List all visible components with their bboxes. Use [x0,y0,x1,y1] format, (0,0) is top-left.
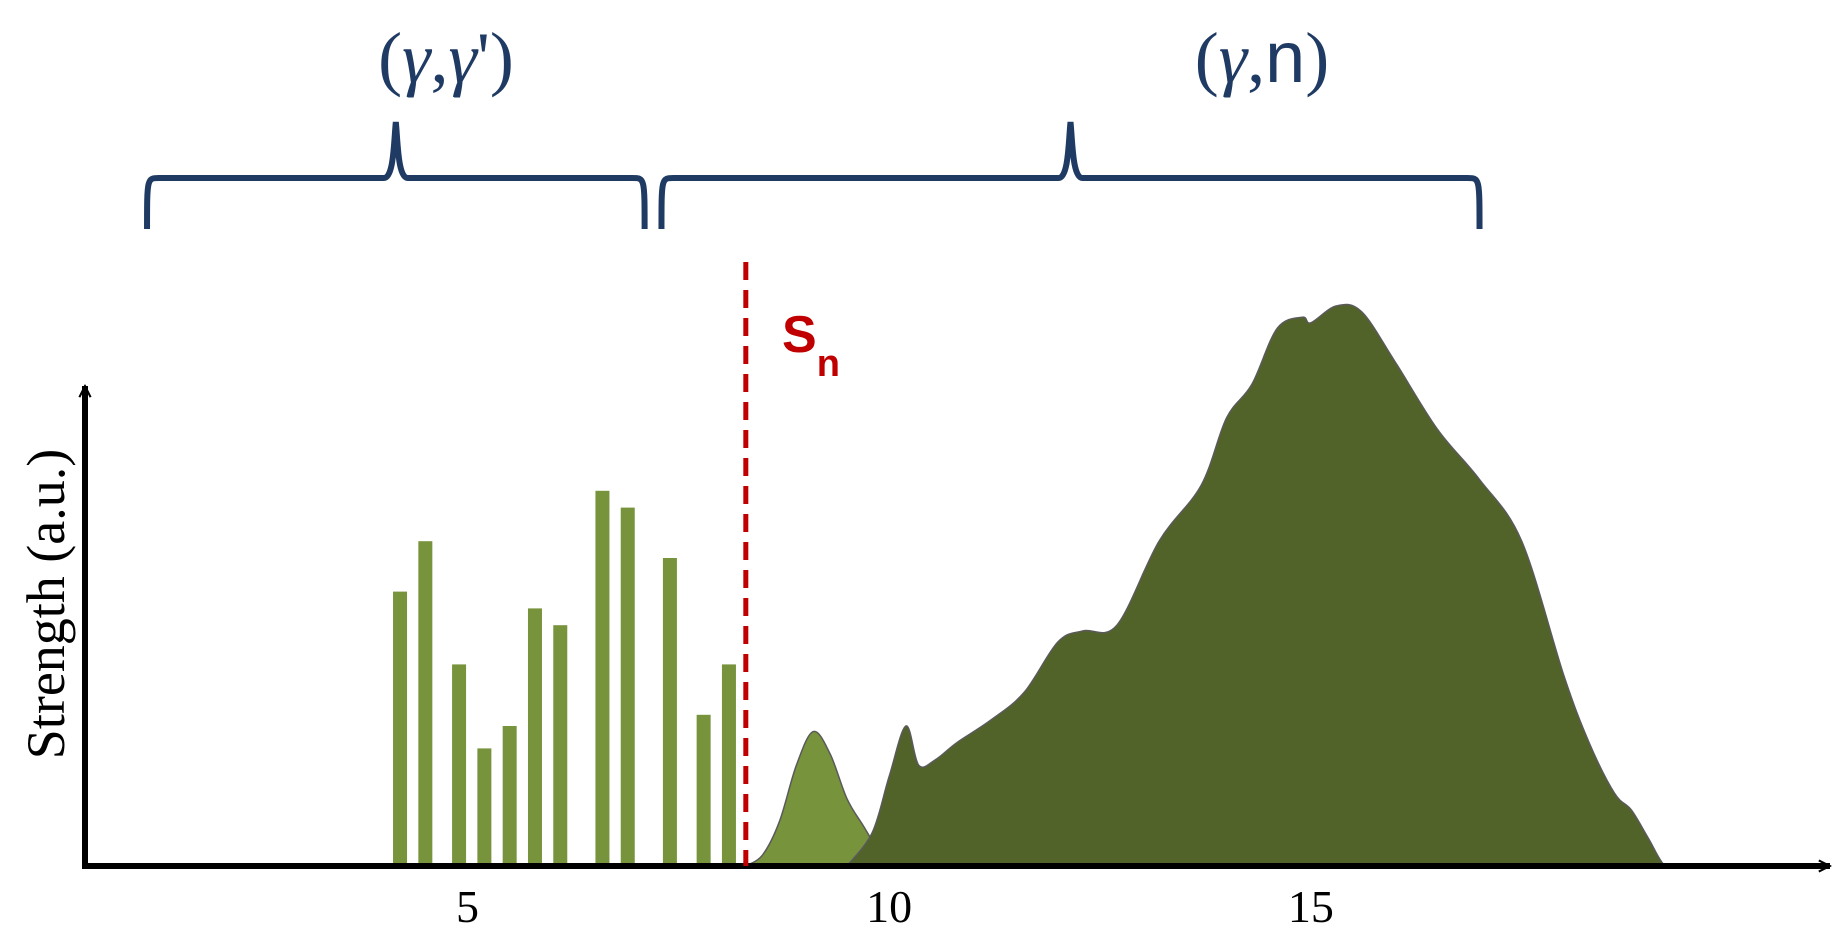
bar [502,726,517,866]
bar [527,608,542,866]
region-label-gamma-gamma: (γ,γ') [378,18,514,98]
bar-layer [393,490,736,866]
x-tick-label: 10 [866,881,912,931]
bar [595,490,610,866]
brace-layer [144,121,1483,230]
brace-gamma-n [658,121,1483,230]
brace-gamma-gamma [144,121,648,230]
x-tick-labels: 5 10 15 [456,881,1334,931]
region-label-gamma-n: (γ,n) [1195,18,1329,98]
y-axis-label: Strength (a.u.) [16,449,76,759]
bar [620,507,635,866]
bar [662,558,677,866]
bar [553,625,568,866]
bar [696,714,711,866]
area-layer [743,303,1683,869]
threshold-label: Sn [782,306,840,385]
bar [393,591,408,866]
x-tick-label: 5 [456,881,479,931]
area-giant-resonance [845,303,1683,869]
bar [477,748,492,866]
bar [721,664,736,866]
bar [452,664,467,866]
x-tick-label: 15 [1288,881,1334,931]
bar [418,541,433,866]
